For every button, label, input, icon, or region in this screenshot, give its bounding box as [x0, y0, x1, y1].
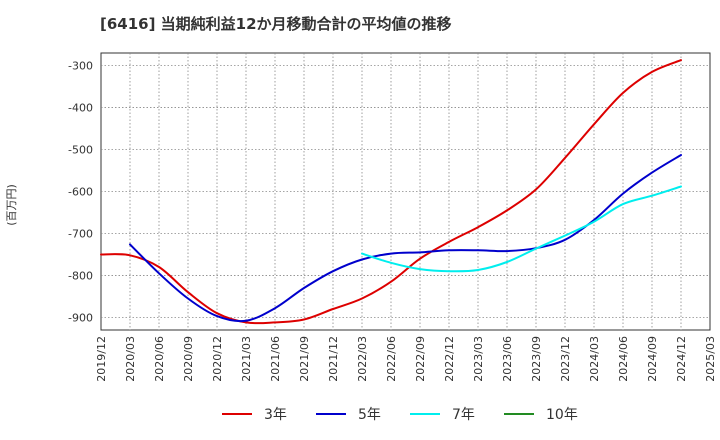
y-tick-label: -900 [68, 311, 93, 324]
y-tick-label: -700 [68, 227, 93, 240]
legend-label-3: 10年 [546, 407, 578, 423]
y-tick-labels: -300 -400 -500 -600 -700 -800 -900 [68, 60, 93, 325]
x-tick-label: 2021/03 [240, 336, 253, 382]
grid [101, 53, 710, 330]
x-tick-label: 2023/06 [501, 336, 514, 382]
x-tick-label: 2021/06 [269, 336, 282, 382]
series-line-0 [100, 59, 682, 325]
chart-title: [6416] 当期純利益12か月移動合計の平均値の推移 [100, 15, 452, 33]
x-tick-label: 2023/12 [559, 336, 572, 382]
x-tick-label: 2023/03 [472, 336, 485, 382]
x-tick-label: 2019/12 [95, 336, 108, 382]
x-tick-label: 2022/06 [385, 336, 398, 382]
x-tick-label: 2023/09 [530, 336, 543, 382]
x-tick-label: 2020/03 [124, 336, 137, 382]
y-tick-label: -400 [68, 102, 93, 115]
x-tick-labels: 2019/12 2020/03 2020/06 2020/09 2020/12 2021/… [95, 336, 717, 382]
y-tick-label: -300 [68, 60, 93, 73]
y-tick-label: -800 [68, 269, 93, 282]
series-line-2 [361, 185, 682, 273]
legend: 3年 5年 7年 10年 [222, 407, 578, 423]
y-axis-label: (百万円) [5, 184, 18, 226]
x-tick-label: 2022/09 [414, 336, 427, 382]
x-tick-label: 2024/06 [617, 336, 630, 382]
series-lines [100, 59, 682, 325]
legend-label-0: 3年 [264, 407, 287, 423]
legend-label-1: 5年 [358, 407, 381, 423]
x-tick-label: 2024/12 [675, 336, 688, 382]
x-tick-label: 2020/12 [211, 336, 224, 382]
x-tick-label: 2024/09 [646, 336, 659, 382]
x-tick-label: 2024/03 [588, 336, 601, 382]
y-tick-label: -500 [68, 144, 93, 157]
x-tick-label: 2020/09 [182, 336, 195, 382]
y-tick-label: -600 [68, 186, 93, 199]
x-tick-label: 2020/06 [153, 336, 166, 382]
legend-label-2: 7年 [452, 407, 475, 423]
x-tick-label: 2021/12 [327, 336, 340, 382]
x-tick-label: 2025/03 [704, 336, 717, 382]
x-tick-label: 2022/03 [356, 336, 369, 382]
x-tick-label: 2021/09 [298, 336, 311, 382]
x-tick-label: 2022/12 [443, 336, 456, 382]
